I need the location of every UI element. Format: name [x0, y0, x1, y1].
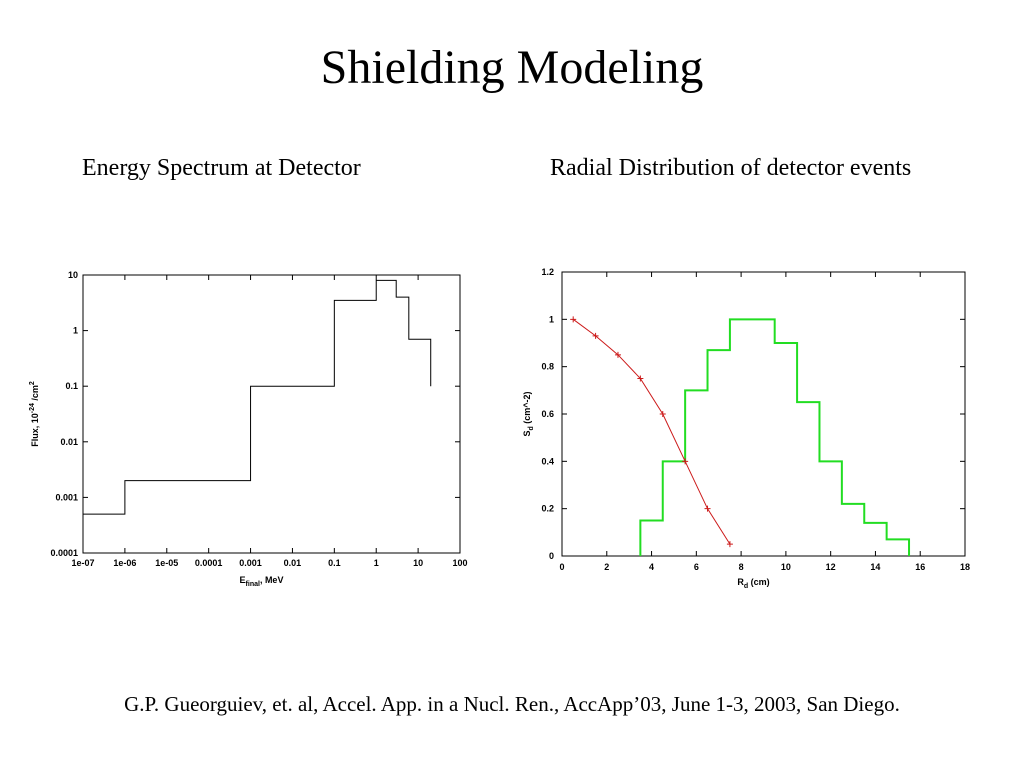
red-plus-marker — [659, 411, 666, 417]
x-axis-label: Rd (cm) — [737, 577, 769, 590]
x-tick-label: 12 — [826, 562, 836, 572]
x-tick-label: 18 — [960, 562, 970, 572]
x-tick-label: 0.0001 — [195, 558, 223, 568]
plot-frame — [82, 274, 461, 554]
x-tick-label: 1 — [374, 558, 379, 568]
y-tick-label: 0.01 — [60, 437, 78, 447]
x-tick-label: 0 — [559, 562, 564, 572]
red-plus-marker — [682, 458, 689, 465]
right-chart-subtitle: Radial Distribution of detector events — [550, 155, 912, 181]
x-tick-label: 1e-06 — [113, 558, 136, 568]
x-tick-label: 6 — [694, 562, 699, 572]
red-plus-marker — [570, 316, 577, 323]
red-plus-marker — [592, 332, 599, 339]
x-tick-label: 10 — [413, 558, 423, 568]
x-tick-label: 10 — [781, 562, 791, 572]
plot-frame — [561, 271, 966, 557]
x-tick-label: 0.001 — [239, 558, 262, 568]
x-tick-label: 14 — [870, 562, 880, 572]
energy-spectrum-chart: 1e-07 1e-06 1e-05 0.0001 0.001 0.01 0.1 1 10 100 0… — [29, 270, 468, 588]
red-plus-marker — [704, 505, 711, 512]
y-tick-label: 1.2 — [541, 267, 554, 277]
green-step-histogram — [639, 318, 911, 556]
red-plus-marker — [614, 351, 621, 358]
red-curve-line — [572, 318, 731, 545]
y-tick-label: 0.6 — [541, 409, 554, 419]
y-tick-label: 0.001 — [55, 492, 78, 502]
y-tick-label: 0.2 — [541, 504, 554, 514]
x-tick-label: 1e-05 — [155, 558, 178, 568]
x-tick-label: 0.01 — [284, 558, 302, 568]
red-plus-marker — [726, 541, 733, 548]
y-tick-label: 1 — [73, 326, 78, 336]
x-tick-label: 8 — [739, 562, 744, 572]
x-tick-label: 100 — [452, 558, 467, 568]
left-chart-subtitle: Energy Spectrum at Detector — [82, 155, 361, 181]
slide-title: Shielding Modeling — [320, 41, 704, 94]
x-axis-label: Efinal, MeV — [240, 575, 284, 588]
x-tick-label: 16 — [915, 562, 925, 572]
y-tick-label: 0.1 — [65, 381, 78, 391]
flux-step-line — [83, 279, 432, 515]
y-tick-label: 0 — [549, 551, 554, 561]
x-tick-label: 0.1 — [328, 558, 341, 568]
citation: G.P. Gueorguiev, et. al, Accel. App. in … — [124, 692, 900, 716]
y-axis-label: Sd (cm^-2) — [522, 391, 535, 436]
red-plus-marker — [637, 375, 644, 382]
radial-distribution-chart: 0 2 4 6 8 10 12 14 16 18 0 0.2 0.4 0.6 0.8 1 1.2 Rd (cm) S… — [522, 267, 970, 590]
y-tick-label: 10 — [68, 270, 78, 280]
y-tick-label: 1 — [549, 314, 554, 324]
x-tick-label: 2 — [604, 562, 609, 572]
y-axis-label: Flux, 10-24 /cm2 — [29, 381, 40, 447]
y-tick-label: 0.4 — [541, 456, 554, 466]
y-tick-label: 0.8 — [541, 362, 554, 372]
x-tick-label: 4 — [649, 562, 654, 572]
x-tick-label: 1e-07 — [71, 558, 94, 568]
y-tick-label: 0.0001 — [50, 548, 78, 558]
